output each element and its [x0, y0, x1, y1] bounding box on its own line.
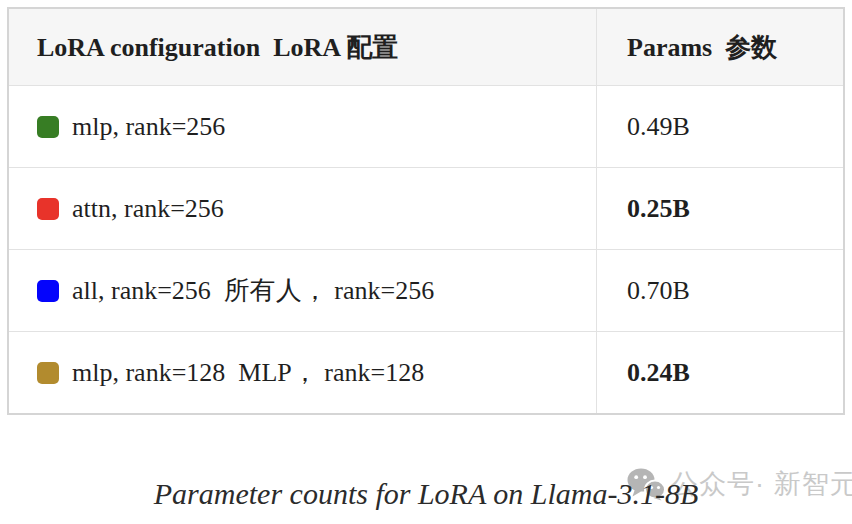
table-row: attn, rank=256 0.25B: [9, 167, 843, 249]
params-cell: 0.24B: [597, 332, 843, 413]
config-label: attn, rank=256: [72, 194, 224, 224]
red-swatch-icon: [37, 198, 59, 220]
config-cell: mlp, rank=128 MLP， rank=128: [9, 332, 597, 413]
config-label: all, rank=256 所有人， rank=256: [72, 273, 434, 308]
table-row: mlp, rank=128 MLP， rank=128 0.24B: [9, 331, 843, 413]
green-swatch-icon: [37, 116, 59, 138]
config-cell: mlp, rank=256: [9, 86, 597, 167]
header-params: Params 参数: [597, 9, 843, 85]
gold-swatch-icon: [37, 362, 59, 384]
figure-caption: Parameter counts for LoRA on Llama-3.1-8…: [0, 477, 852, 511]
config-cell: all, rank=256 所有人， rank=256: [9, 250, 597, 331]
header-config: LoRA configuration LoRA 配置: [9, 9, 597, 85]
params-cell: 0.70B: [597, 250, 843, 331]
blue-swatch-icon: [37, 280, 59, 302]
config-label: mlp, rank=128 MLP， rank=128: [72, 355, 424, 390]
params-cell: 0.49B: [597, 86, 843, 167]
table-row: all, rank=256 所有人， rank=256 0.70B: [9, 249, 843, 331]
table-row: mlp, rank=256 0.49B: [9, 85, 843, 167]
params-cell: 0.25B: [597, 168, 843, 249]
config-cell: attn, rank=256: [9, 168, 597, 249]
table-header-row: LoRA configuration LoRA 配置 Params 参数: [9, 9, 843, 85]
config-label: mlp, rank=256: [72, 112, 225, 142]
lora-params-table: LoRA configuration LoRA 配置 Params 参数 mlp…: [7, 7, 845, 415]
